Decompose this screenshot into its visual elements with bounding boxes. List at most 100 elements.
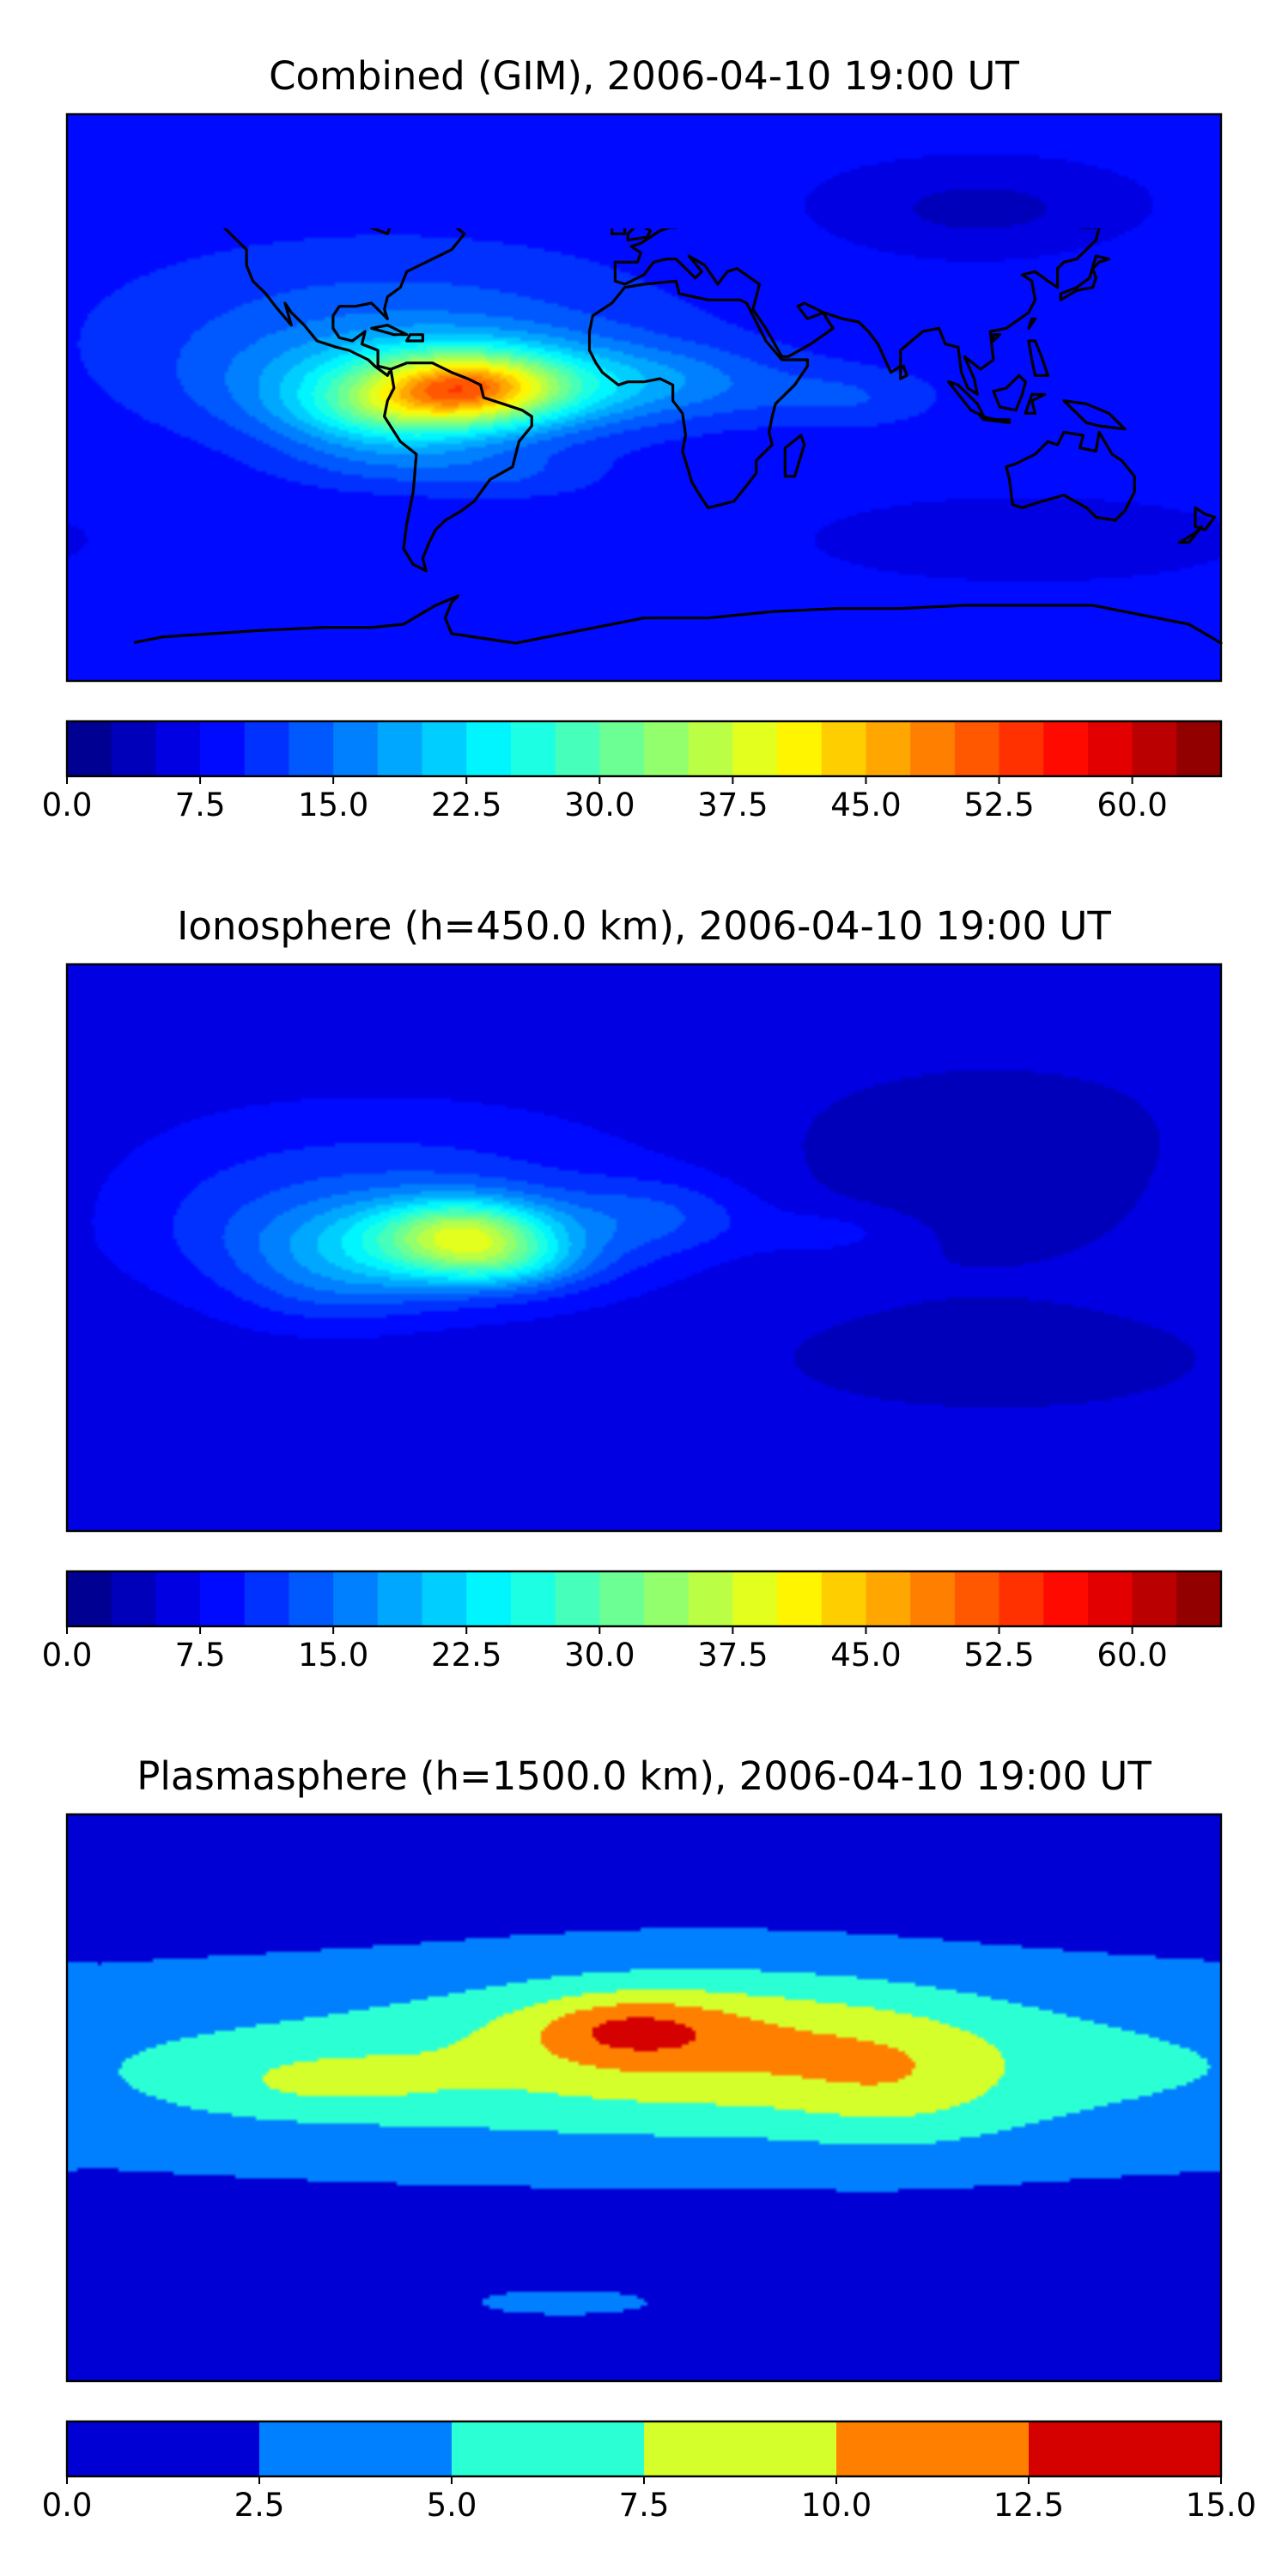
colorbar-swatch	[377, 1571, 423, 1626]
colorbar-swatch	[1176, 721, 1222, 776]
coastline-icon	[1194, 506, 1217, 532]
colorbar-swatch	[777, 721, 823, 776]
colorbar-swatch	[422, 721, 467, 776]
colorbar-swatch	[866, 721, 911, 776]
colorbar-swatch	[244, 721, 290, 776]
map-frame	[65, 112, 1223, 683]
colorbar-swatch	[1132, 721, 1177, 776]
colorbar-tick-label: 45.0	[830, 787, 901, 823]
colorbar-tick-label: 0.0	[42, 1637, 93, 1674]
colorbar-tick-label: 52.5	[963, 1637, 1034, 1674]
colorbar-swatch	[333, 721, 379, 776]
colorbar-swatch	[821, 721, 867, 776]
colorbar-swatch	[200, 721, 246, 776]
colorbar-tick-label: 7.5	[619, 2487, 670, 2524]
coastline-icon	[1027, 339, 1049, 377]
colorbar-swatch	[244, 1571, 290, 1626]
colorbar-tick-label: 0.0	[42, 787, 93, 823]
colorbar-swatch	[999, 1571, 1044, 1626]
colorbar-swatch	[777, 1571, 823, 1626]
colorbar-swatch	[821, 1571, 867, 1626]
coastline-icon	[611, 228, 627, 235]
heatmap-field	[67, 964, 1221, 1531]
colorbar-tick-label: 22.5	[431, 1637, 501, 1674]
coastline-icon	[1024, 392, 1047, 415]
coastline-icon	[383, 361, 533, 573]
map-frame	[65, 1813, 1223, 2383]
colorbar-swatch	[910, 1571, 956, 1626]
colorbar-swatch	[67, 2421, 260, 2476]
coastline-icon	[992, 374, 1027, 412]
colorbar-swatch	[259, 2421, 453, 2476]
panel-ionosphere: Ionosphere (h=450.0 km), 2006-04-10 19:0…	[42, 903, 1223, 1674]
colorbar-swatch	[910, 721, 956, 776]
colorbar-swatch	[510, 1571, 556, 1626]
coastline-icon	[613, 228, 1101, 396]
colorbar-swatch	[200, 1571, 246, 1626]
colorbar-swatch	[1132, 1571, 1177, 1626]
colorbar-tick-label: 30.0	[564, 1637, 635, 1674]
panel-title: Ionosphere (h=450.0 km), 2006-04-10 19:0…	[177, 903, 1111, 949]
panel-combined: Combined (GIM), 2006-04-10 19:00 UT 0.0 7…	[42, 53, 1223, 823]
panel-title: Plasmasphere (h=1500.0 km), 2006-04-10 1…	[137, 1753, 1151, 1799]
colorbar: 0.0 7.5 15.0 22.5 30.0 37.5 45.0 52.5 60.0	[42, 720, 1223, 823]
colorbar-tick-label: 10.0	[801, 2487, 872, 2524]
colorbar-swatch	[555, 721, 600, 776]
colorbar-frame	[65, 720, 1223, 778]
colorbar-swatch	[688, 721, 733, 776]
colorbar-tick-label: 15.0	[1186, 2487, 1256, 2524]
colorbar-tick-label: 52.5	[963, 787, 1034, 823]
colorbar-swatch	[333, 1571, 379, 1626]
colorbar-tick-label: 2.5	[234, 2487, 285, 2524]
coastline-icon	[979, 415, 1012, 424]
colorbar-tick-label: 12.5	[993, 2487, 1064, 2524]
colorbar-swatch	[732, 721, 778, 776]
colorbar-swatch	[466, 721, 512, 776]
coastline-icon	[134, 594, 1223, 645]
colorbar-swatch	[67, 1571, 112, 1626]
colorbar-swatch	[510, 721, 556, 776]
colorbar-swatch	[954, 1571, 1000, 1626]
coastline-icon	[370, 324, 409, 337]
coastline-icon	[587, 279, 809, 509]
coastline-icon	[947, 380, 986, 418]
heatmap-field	[67, 114, 1221, 681]
coastline-icon	[405, 333, 424, 343]
colorbar-swatch	[555, 1571, 600, 1626]
colorbar-swatch	[155, 721, 201, 776]
colorbar-swatch	[1087, 721, 1133, 776]
colorbar-swatch	[422, 1571, 467, 1626]
colorbar-tick-label: 7.5	[175, 787, 226, 823]
colorbar-tick-label: 15.0	[298, 787, 368, 823]
coastline-layer	[134, 228, 1223, 645]
colorbar-swatch	[644, 721, 690, 776]
colorbar-swatch	[111, 1571, 156, 1626]
colorbar-swatch	[111, 721, 156, 776]
colorbar-tick-label: 60.0	[1097, 1637, 1167, 1674]
colorbar-swatch	[644, 2421, 837, 2476]
colorbar-swatch	[644, 1571, 690, 1626]
coastline-icon	[1062, 399, 1127, 431]
colorbar-swatch	[1176, 1571, 1222, 1626]
coastline-icon	[1027, 317, 1037, 330]
colorbar-tick-label: 15.0	[298, 1637, 368, 1674]
panel-plasmasphere: Plasmasphere (h=1500.0 km), 2006-04-10 1…	[42, 1753, 1257, 2524]
colorbar-tick-label: 30.0	[564, 787, 635, 823]
colorbar-swatch	[836, 2421, 1030, 2476]
colorbar-swatch	[1043, 721, 1089, 776]
colorbar-swatch	[1043, 1571, 1089, 1626]
map-frame	[65, 963, 1223, 1533]
panel-title: Combined (GIM), 2006-04-10 19:00 UT	[269, 53, 1019, 99]
coastline-icon	[222, 228, 466, 377]
colorbar: 0.0 7.5 15.0 22.5 30.0 37.5 45.0 52.5 60.0	[42, 1570, 1223, 1674]
colorbar-swatch	[466, 1571, 512, 1626]
colorbar-swatch	[289, 721, 334, 776]
colorbar-frame	[65, 1570, 1223, 1628]
colorbar-tick-label: 0.0	[42, 2487, 93, 2524]
colorbar-swatch	[289, 1571, 334, 1626]
colorbar-swatch	[1087, 1571, 1133, 1626]
colorbar-tick-label: 22.5	[431, 787, 501, 823]
coastline-icon	[1177, 525, 1204, 544]
colorbar-tick-label: 5.0	[427, 2487, 477, 2524]
